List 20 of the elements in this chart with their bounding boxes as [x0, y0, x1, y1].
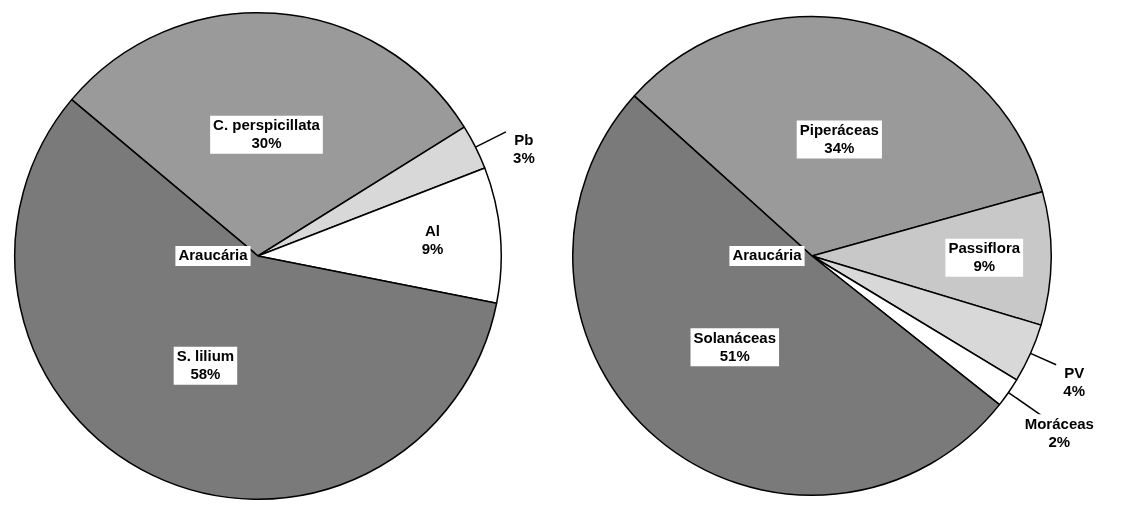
slice-label: S. lilium	[176, 346, 235, 364]
data-label: 58%	[190, 364, 221, 382]
slice-label: Al	[424, 221, 440, 239]
slice-label: C. perspicillata	[213, 115, 321, 133]
text: Araucária	[178, 246, 249, 264]
data-label: 34%	[824, 138, 855, 156]
slice-label: Pb	[514, 131, 534, 148]
slice-label: Piperáceas	[799, 120, 879, 138]
data-label: 9%	[973, 256, 996, 274]
slice-label: Moráceas	[1024, 414, 1094, 432]
data-label: 51%	[719, 346, 750, 364]
data-label: 2%	[1048, 432, 1071, 450]
text: Araucária	[732, 246, 803, 264]
data-label: 9%	[421, 239, 444, 257]
slice-label: PV	[1064, 363, 1085, 381]
data-label: 4%	[1063, 381, 1085, 399]
data-label: 3%	[513, 149, 535, 166]
slice-label: Passiflora	[948, 238, 1021, 256]
data-label: 30%	[251, 133, 282, 151]
slice-label: Solanáceas	[693, 328, 777, 346]
